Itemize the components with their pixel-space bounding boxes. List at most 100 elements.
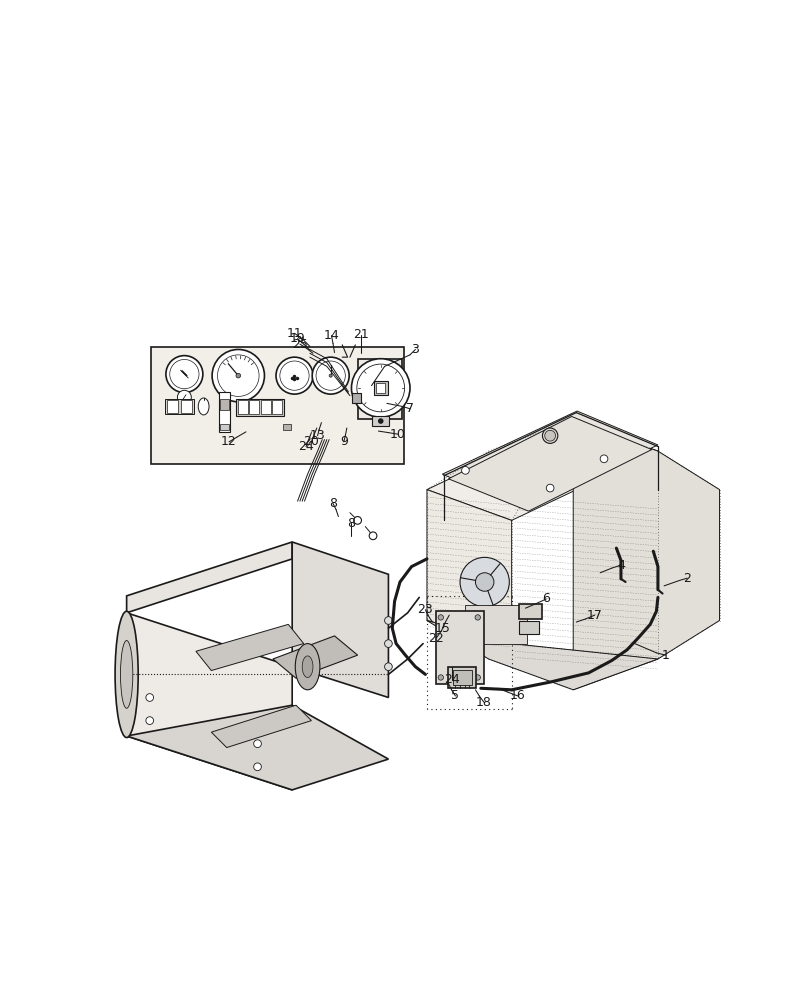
Circle shape xyxy=(461,466,469,474)
Text: 1: 1 xyxy=(661,649,669,662)
Bar xyxy=(371,416,388,426)
Text: 22: 22 xyxy=(427,632,444,645)
Text: 17: 17 xyxy=(586,609,602,622)
Text: 15: 15 xyxy=(434,622,450,635)
Circle shape xyxy=(178,390,191,404)
Bar xyxy=(519,604,542,619)
Bar xyxy=(151,347,403,464)
Polygon shape xyxy=(292,542,388,698)
Text: 5: 5 xyxy=(451,689,459,702)
Circle shape xyxy=(474,615,480,620)
Bar xyxy=(436,611,483,684)
Bar xyxy=(237,400,247,414)
Circle shape xyxy=(546,484,553,492)
Circle shape xyxy=(354,517,361,524)
Polygon shape xyxy=(127,705,388,790)
Bar xyxy=(373,381,387,395)
Circle shape xyxy=(280,361,309,390)
Bar xyxy=(453,670,471,685)
Circle shape xyxy=(542,428,557,443)
Polygon shape xyxy=(272,636,357,678)
Circle shape xyxy=(384,663,392,671)
Bar xyxy=(166,400,178,413)
Circle shape xyxy=(253,763,261,771)
Circle shape xyxy=(146,694,153,701)
Circle shape xyxy=(384,617,392,624)
Circle shape xyxy=(460,557,508,607)
Bar xyxy=(282,424,290,430)
Text: 20: 20 xyxy=(303,435,319,448)
Circle shape xyxy=(236,373,240,378)
Text: 23: 23 xyxy=(417,603,433,616)
Bar xyxy=(249,400,259,414)
Bar xyxy=(272,400,282,414)
Text: 8: 8 xyxy=(328,497,337,510)
Bar xyxy=(180,400,192,413)
Ellipse shape xyxy=(120,641,133,708)
Polygon shape xyxy=(127,613,292,790)
Polygon shape xyxy=(573,420,719,690)
Text: 4: 4 xyxy=(616,559,624,572)
Text: 13: 13 xyxy=(309,429,325,442)
Circle shape xyxy=(328,374,332,377)
Text: 8: 8 xyxy=(347,517,355,530)
Circle shape xyxy=(384,640,392,647)
Bar xyxy=(357,359,401,419)
Circle shape xyxy=(379,419,382,423)
Polygon shape xyxy=(442,411,657,508)
Circle shape xyxy=(438,675,443,680)
Bar xyxy=(236,399,283,416)
Text: 21: 21 xyxy=(353,328,369,341)
Circle shape xyxy=(474,675,480,680)
Circle shape xyxy=(351,359,410,417)
Bar xyxy=(220,399,229,410)
Bar xyxy=(219,392,230,432)
Text: 6: 6 xyxy=(542,592,550,605)
Text: 24: 24 xyxy=(443,673,459,686)
Polygon shape xyxy=(427,620,657,690)
Text: 16: 16 xyxy=(509,689,525,702)
Ellipse shape xyxy=(115,611,138,738)
Circle shape xyxy=(544,430,555,441)
Bar xyxy=(375,383,385,393)
Polygon shape xyxy=(195,624,303,671)
Polygon shape xyxy=(427,420,657,520)
Circle shape xyxy=(356,364,404,412)
Circle shape xyxy=(212,349,264,402)
Polygon shape xyxy=(427,490,511,644)
Bar xyxy=(352,393,361,403)
Text: 24: 24 xyxy=(298,440,314,453)
Circle shape xyxy=(276,357,312,394)
Circle shape xyxy=(146,717,153,724)
Bar xyxy=(448,667,475,688)
Ellipse shape xyxy=(302,656,312,677)
Polygon shape xyxy=(448,416,651,511)
Circle shape xyxy=(599,455,607,463)
Text: 10: 10 xyxy=(389,428,406,441)
Bar xyxy=(165,399,194,414)
Text: 18: 18 xyxy=(475,696,491,709)
Text: 2: 2 xyxy=(682,572,690,585)
Polygon shape xyxy=(211,705,311,748)
Text: 9: 9 xyxy=(340,435,347,448)
Text: 19: 19 xyxy=(290,332,305,345)
Bar xyxy=(519,620,539,634)
Circle shape xyxy=(315,361,345,390)
Text: 7: 7 xyxy=(406,402,414,415)
Circle shape xyxy=(369,532,376,540)
Text: 12: 12 xyxy=(221,435,237,448)
Circle shape xyxy=(253,740,261,748)
Ellipse shape xyxy=(198,398,208,415)
Circle shape xyxy=(311,357,349,394)
Bar xyxy=(220,424,229,430)
Circle shape xyxy=(438,615,443,620)
Ellipse shape xyxy=(295,644,320,690)
Text: 11: 11 xyxy=(286,327,302,340)
Text: 25: 25 xyxy=(292,338,307,351)
Bar xyxy=(465,605,526,644)
Circle shape xyxy=(169,359,199,389)
Polygon shape xyxy=(127,542,292,613)
Text: 3: 3 xyxy=(411,343,418,356)
Text: 14: 14 xyxy=(323,329,339,342)
Circle shape xyxy=(217,355,259,396)
